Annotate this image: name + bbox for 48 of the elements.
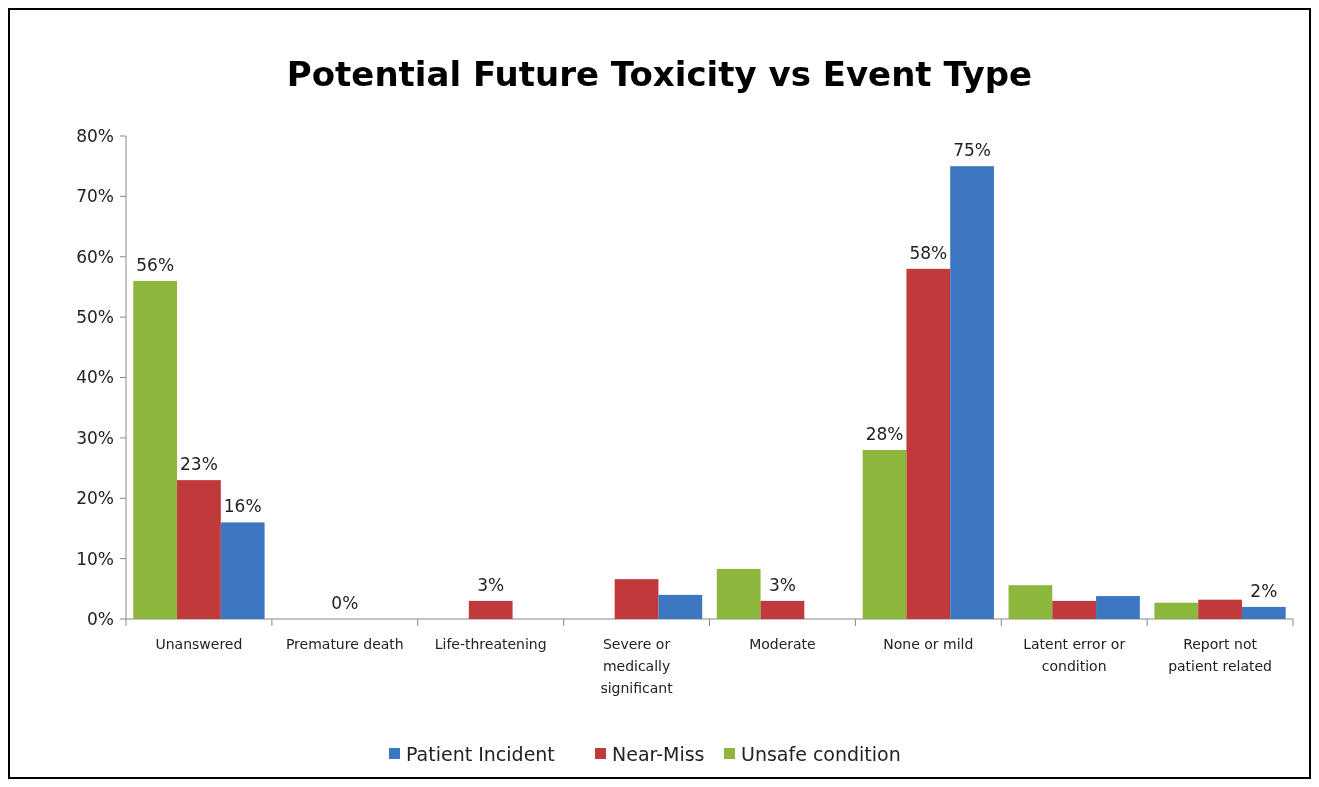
y-tick-label: 0% — [87, 608, 114, 629]
x-tick-label: Latent error or condition — [1023, 636, 1126, 674]
x-tick-label: Unanswered — [155, 636, 243, 652]
bar — [862, 449, 907, 619]
data-label: 3% — [768, 574, 796, 595]
y-tick-label: 30% — [76, 427, 114, 448]
y-tick-label: 60% — [76, 246, 114, 267]
legend-label: Patient Incident — [406, 742, 555, 765]
data-label: 58% — [909, 242, 948, 263]
data-label: 23% — [180, 454, 218, 475]
y-tick-label: 50% — [76, 307, 114, 328]
x-tick-label: Moderate — [749, 636, 816, 652]
data-label: 75% — [953, 140, 991, 161]
legend-label: Unsafe condition — [741, 742, 901, 765]
bar — [468, 600, 513, 619]
data-label: 3% — [477, 574, 505, 595]
bar — [177, 480, 221, 619]
bar — [658, 594, 703, 619]
bar — [133, 280, 178, 619]
data-label: 56% — [136, 254, 175, 275]
bar — [1008, 585, 1053, 619]
x-tick-label: Life-threatening — [434, 636, 547, 652]
bar — [1096, 596, 1140, 619]
legend-label: Near-Miss — [612, 742, 705, 765]
bar — [1241, 606, 1286, 619]
bar — [1198, 599, 1242, 619]
data-label: 16% — [223, 496, 262, 517]
x-tick-label: None or mild — [883, 636, 974, 652]
bar — [1052, 600, 1097, 619]
y-tick-label: 70% — [76, 186, 114, 207]
x-tick-label: Severe or medically significant — [600, 636, 674, 696]
y-tick-label: 10% — [76, 548, 114, 569]
data-label: 28% — [865, 423, 904, 444]
data-label: 2% — [1250, 580, 1278, 601]
y-tick-label: 40% — [76, 367, 114, 388]
x-tick-label: Report not patient related — [1168, 636, 1272, 674]
data-label: 0% — [331, 593, 359, 613]
bar — [1154, 602, 1199, 619]
y-tick-label: 20% — [76, 488, 114, 509]
bar — [220, 522, 265, 619]
bar — [614, 579, 659, 619]
bar — [760, 600, 805, 619]
y-tick-label: 80% — [76, 125, 114, 146]
x-tick-label: Premature death — [285, 636, 404, 652]
chart-title: Potential Future Toxicity vs Event Type — [286, 54, 1033, 94]
bar — [906, 268, 951, 619]
bar — [950, 166, 994, 619]
bar — [716, 568, 761, 619]
